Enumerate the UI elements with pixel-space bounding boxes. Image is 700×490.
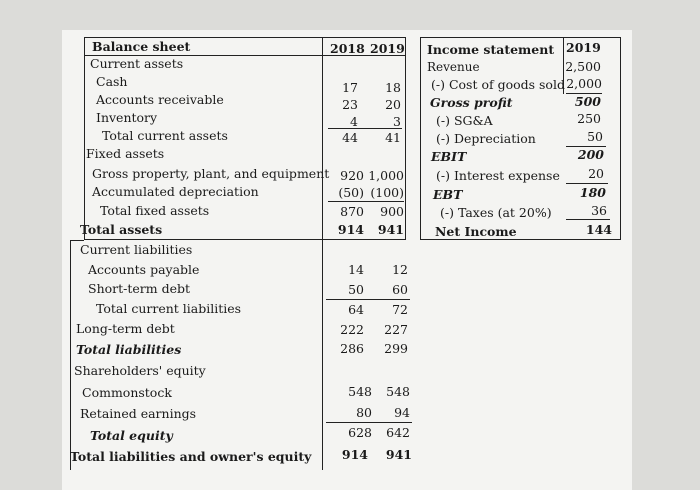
value-2019: 941 bbox=[377, 222, 404, 237]
income-row-label: EBT bbox=[433, 187, 463, 202]
row-label: Retained earnings bbox=[80, 406, 197, 421]
row-label: Accumulated depreciation bbox=[92, 184, 259, 199]
balance-sheet-header-rule bbox=[84, 55, 406, 56]
value-2019: 941 bbox=[385, 447, 412, 462]
balance-sheet-title: Balance sheet bbox=[92, 39, 191, 54]
document-page bbox=[62, 30, 632, 490]
subtotal-rule bbox=[566, 219, 610, 220]
value-2019: 72 bbox=[392, 302, 408, 317]
value-2019: 1,000 bbox=[368, 168, 404, 183]
income-row-label: (-) Taxes (at 20%) bbox=[440, 205, 552, 220]
balance-sheet-col-divider bbox=[322, 37, 323, 240]
income-value: 20 bbox=[588, 166, 604, 181]
income-year-header: 2019 bbox=[566, 40, 601, 55]
value-2018: 286 bbox=[340, 341, 364, 356]
row-label: Commonstock bbox=[82, 385, 172, 400]
subtotal-rule bbox=[566, 93, 602, 94]
balance-sheet-frame bbox=[84, 37, 406, 240]
income-row-label: (-) Depreciation bbox=[436, 131, 536, 146]
income-value: 180 bbox=[579, 185, 606, 200]
income-row-label: Gross profit bbox=[430, 95, 513, 110]
value-2019: 548 bbox=[386, 384, 410, 399]
row-label: Current assets bbox=[90, 56, 184, 71]
income-value: 500 bbox=[574, 94, 601, 109]
subtotal-rule bbox=[328, 201, 404, 202]
value-2018: 14 bbox=[348, 262, 364, 277]
income-value: 2,000 bbox=[566, 76, 602, 91]
subtotal-rule bbox=[566, 183, 608, 184]
value-2018: 914 bbox=[341, 447, 368, 462]
value-2019: 642 bbox=[386, 425, 410, 440]
income-value: 36 bbox=[591, 203, 607, 218]
row-label: Total fixed assets bbox=[100, 203, 210, 218]
row-label: Total liabilities and owner's equity bbox=[70, 449, 312, 464]
income-row-label: (-) Interest expense bbox=[436, 168, 560, 183]
subtotal-rule bbox=[326, 422, 412, 423]
income-value: 200 bbox=[577, 147, 604, 162]
income-row-label: Revenue bbox=[427, 60, 480, 74]
income-statement-title: Income statement bbox=[427, 42, 555, 57]
value-2018: 44 bbox=[342, 130, 358, 145]
row-label: Total equity bbox=[90, 428, 173, 443]
value-2019: 12 bbox=[392, 262, 408, 277]
row-label: Short-term debt bbox=[88, 281, 191, 296]
income-statement-frame bbox=[420, 37, 621, 240]
year-2019-header: 2019 bbox=[370, 41, 405, 56]
row-label: Shareholders' equity bbox=[74, 363, 206, 378]
row-label: Long-term debt bbox=[76, 321, 175, 336]
row-label: Total liabilities bbox=[76, 342, 182, 357]
value-2018: 222 bbox=[340, 322, 364, 337]
value-2019: 41 bbox=[385, 130, 401, 145]
value-2018: 23 bbox=[342, 97, 358, 112]
income-row-label: (-) Cost of goods sold bbox=[431, 77, 565, 92]
value-2019: 60 bbox=[392, 282, 408, 297]
row-label: Current liabilities bbox=[80, 242, 193, 257]
value-2018: 64 bbox=[348, 302, 364, 317]
income-value: 50 bbox=[587, 129, 603, 144]
value-2018: 17 bbox=[342, 80, 358, 95]
value-2019: 3 bbox=[393, 114, 401, 129]
income-value: 144 bbox=[585, 222, 612, 237]
income-row-label: (-) SG&A bbox=[436, 113, 493, 128]
subtotal-rule bbox=[566, 146, 606, 147]
value-2019: 94 bbox=[394, 405, 410, 420]
value-2019: 18 bbox=[385, 80, 401, 95]
value-2019: (100) bbox=[370, 185, 404, 200]
row-label: Accounts receivable bbox=[96, 92, 224, 107]
subtotal-rule bbox=[326, 299, 410, 300]
value-2018: (50) bbox=[338, 185, 364, 200]
subtotal-rule bbox=[328, 128, 402, 129]
value-2019: 227 bbox=[384, 322, 408, 337]
balance-sheet-lower-left-border bbox=[70, 240, 71, 470]
value-2018: 4 bbox=[350, 114, 358, 129]
value-2018: 920 bbox=[340, 168, 364, 183]
value-2018: 548 bbox=[348, 384, 372, 399]
value-2018: 870 bbox=[340, 204, 364, 219]
value-2018: 628 bbox=[348, 425, 372, 440]
income-value: 250 bbox=[577, 111, 601, 126]
income-row-label: EBIT bbox=[431, 149, 467, 164]
balance-sheet-lower-divider bbox=[322, 240, 323, 470]
income-value: 2,500 bbox=[565, 59, 601, 74]
row-label: Fixed assets bbox=[86, 146, 165, 161]
row-label: Inventory bbox=[96, 110, 158, 125]
income-row-label: Net Income bbox=[435, 224, 517, 239]
row-label: Total current liabilities bbox=[96, 301, 242, 316]
value-2018: 80 bbox=[356, 405, 372, 420]
income-statement-col-divider bbox=[563, 37, 564, 94]
row-label: Gross property, plant, and equipment bbox=[92, 166, 330, 181]
value-2019: 900 bbox=[380, 204, 404, 219]
value-2019: 20 bbox=[385, 97, 401, 112]
row-label: Total current assets bbox=[102, 128, 228, 143]
row-label: Accounts payable bbox=[88, 262, 200, 277]
value-2018: 50 bbox=[348, 282, 364, 297]
row-label: Cash bbox=[96, 74, 128, 89]
year-2018-header: 2018 bbox=[330, 41, 365, 56]
value-2018: 914 bbox=[337, 222, 364, 237]
value-2019: 299 bbox=[384, 341, 408, 356]
balance-sheet-lower-top-rule bbox=[70, 240, 84, 241]
row-label: Total assets bbox=[80, 222, 163, 237]
